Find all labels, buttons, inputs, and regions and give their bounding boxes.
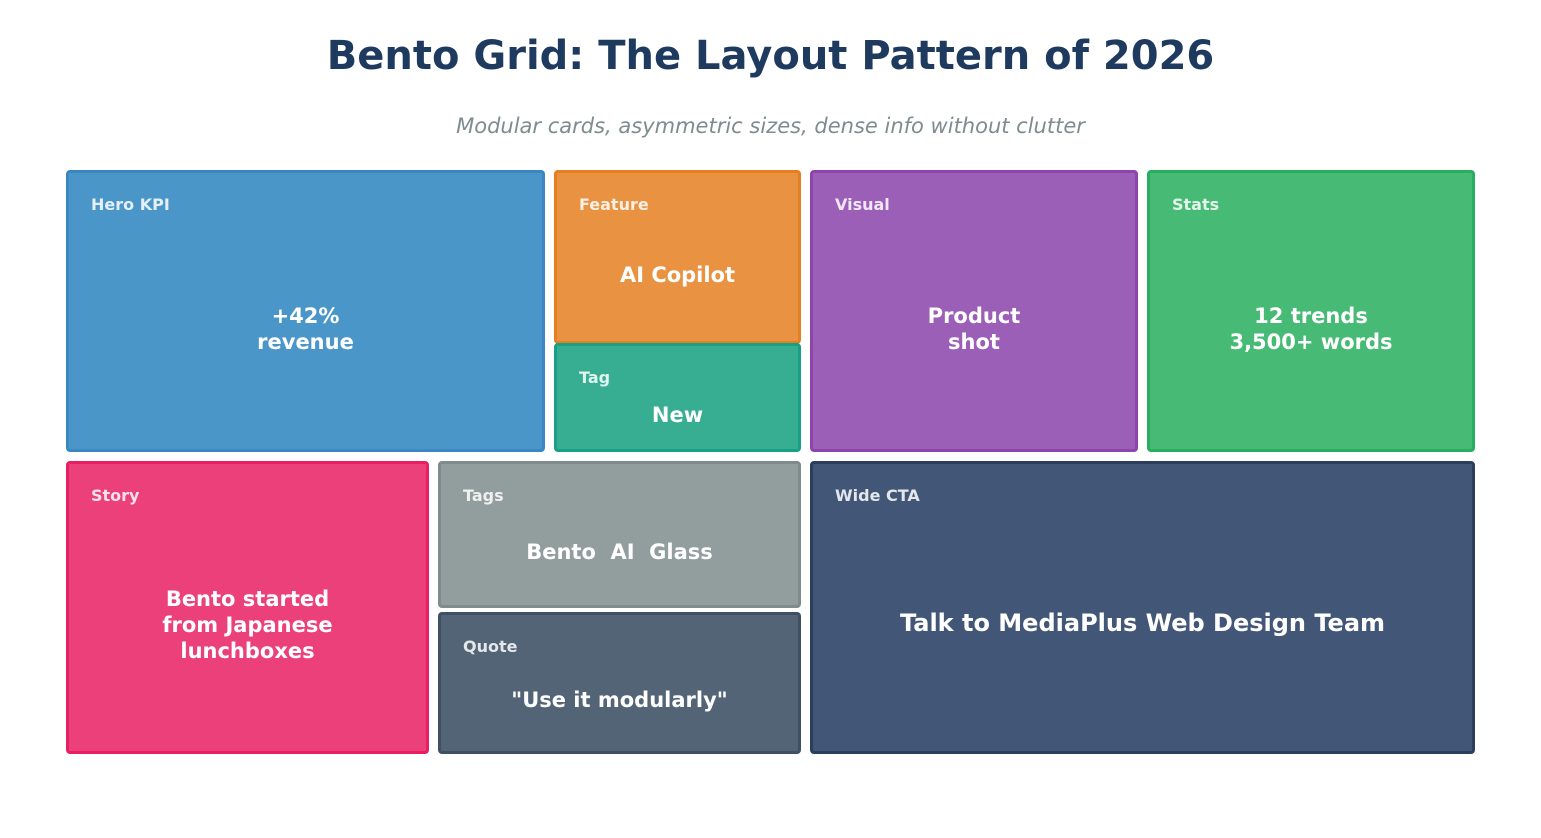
card-label: Tag xyxy=(579,368,611,387)
card-body: 12 trends 3,500+ words xyxy=(1229,304,1393,354)
card-label: Tags xyxy=(463,486,504,505)
card-stats: Stats 12 trends 3,500+ words xyxy=(1147,170,1475,452)
card-label: Story xyxy=(91,486,140,505)
card-label: Visual xyxy=(835,195,890,214)
card-hero-kpi: Hero KPI +42% revenue xyxy=(66,170,545,452)
card-body: AI Copilot xyxy=(619,263,736,287)
card-quote: Quote "Use it modularly" xyxy=(438,612,801,754)
card-tag: Tag New xyxy=(554,343,801,452)
card-wide-cta[interactable]: Wide CTA Talk to MediaPlus Web Design Te… xyxy=(810,461,1475,754)
card-label: Feature xyxy=(579,195,649,214)
page-subtitle: Modular cards, asymmetric sizes, dense i… xyxy=(456,114,1085,138)
card-label: Hero KPI xyxy=(91,195,170,214)
card-feature: Feature AI Copilot xyxy=(554,170,801,344)
card-label: Stats xyxy=(1172,195,1220,214)
card-body: "Use it modularly" xyxy=(511,688,728,712)
card-body: Product shot xyxy=(927,304,1021,354)
card-body: Bento AI Glass xyxy=(526,540,713,564)
card-body: New xyxy=(651,403,704,427)
card-body: +42% revenue xyxy=(257,304,354,354)
page-title: Bento Grid: The Layout Pattern of 2026 xyxy=(326,33,1215,79)
card-visual: Visual Product shot xyxy=(810,170,1138,452)
card-tags: Tags Bento AI Glass xyxy=(438,461,801,608)
card-body: Bento started from Japanese lunchboxes xyxy=(162,587,333,663)
cta-text: Talk to MediaPlus Web Design Team xyxy=(899,609,1386,637)
card-label: Wide CTA xyxy=(835,486,920,505)
card-story: Story Bento started from Japanese lunchb… xyxy=(66,461,429,754)
card-label: Quote xyxy=(463,637,518,656)
